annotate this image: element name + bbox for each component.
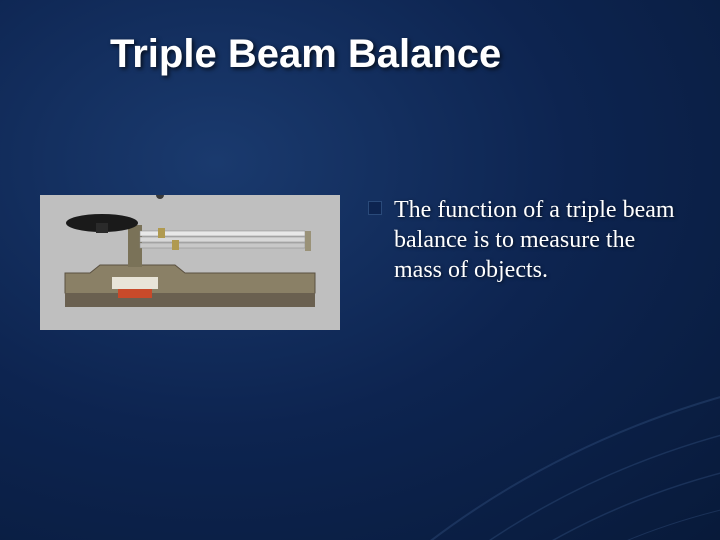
balance-image: [40, 195, 340, 330]
content-row: The function of a triple beam balance is…: [40, 195, 680, 330]
bullet-square-icon: [368, 201, 382, 215]
bullet-block: The function of a triple beam balance is…: [368, 195, 678, 285]
slide-title: Triple Beam Balance: [110, 32, 501, 77]
bullet-text: The function of a triple beam balance is…: [394, 195, 678, 285]
